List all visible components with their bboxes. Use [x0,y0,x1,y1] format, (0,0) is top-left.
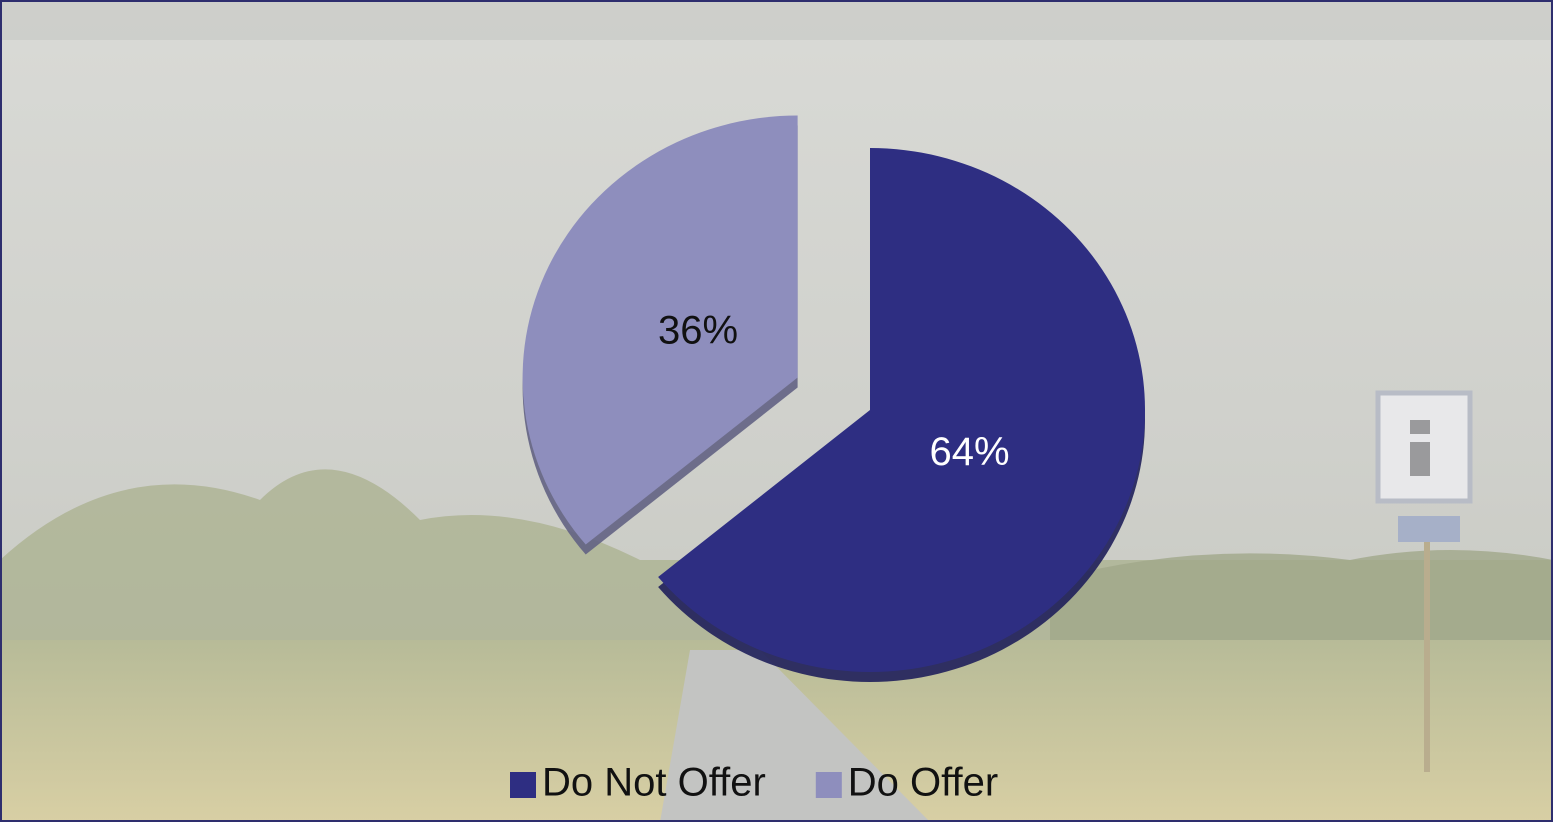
data-label: 64% [929,430,1009,474]
legend-swatch [816,772,842,798]
chart: 64% 36% Do Not Offer Do Offer [0,0,1553,822]
legend: Do Not Offer Do Offer [510,761,998,805]
data-label: 36% [658,308,738,352]
legend-label: Do Offer [848,761,998,805]
page: {"chart_data": {"type": "pie", "categori… [0,0,1553,822]
legend-label: Do Not Offer [542,761,766,805]
legend-swatch [510,772,536,798]
